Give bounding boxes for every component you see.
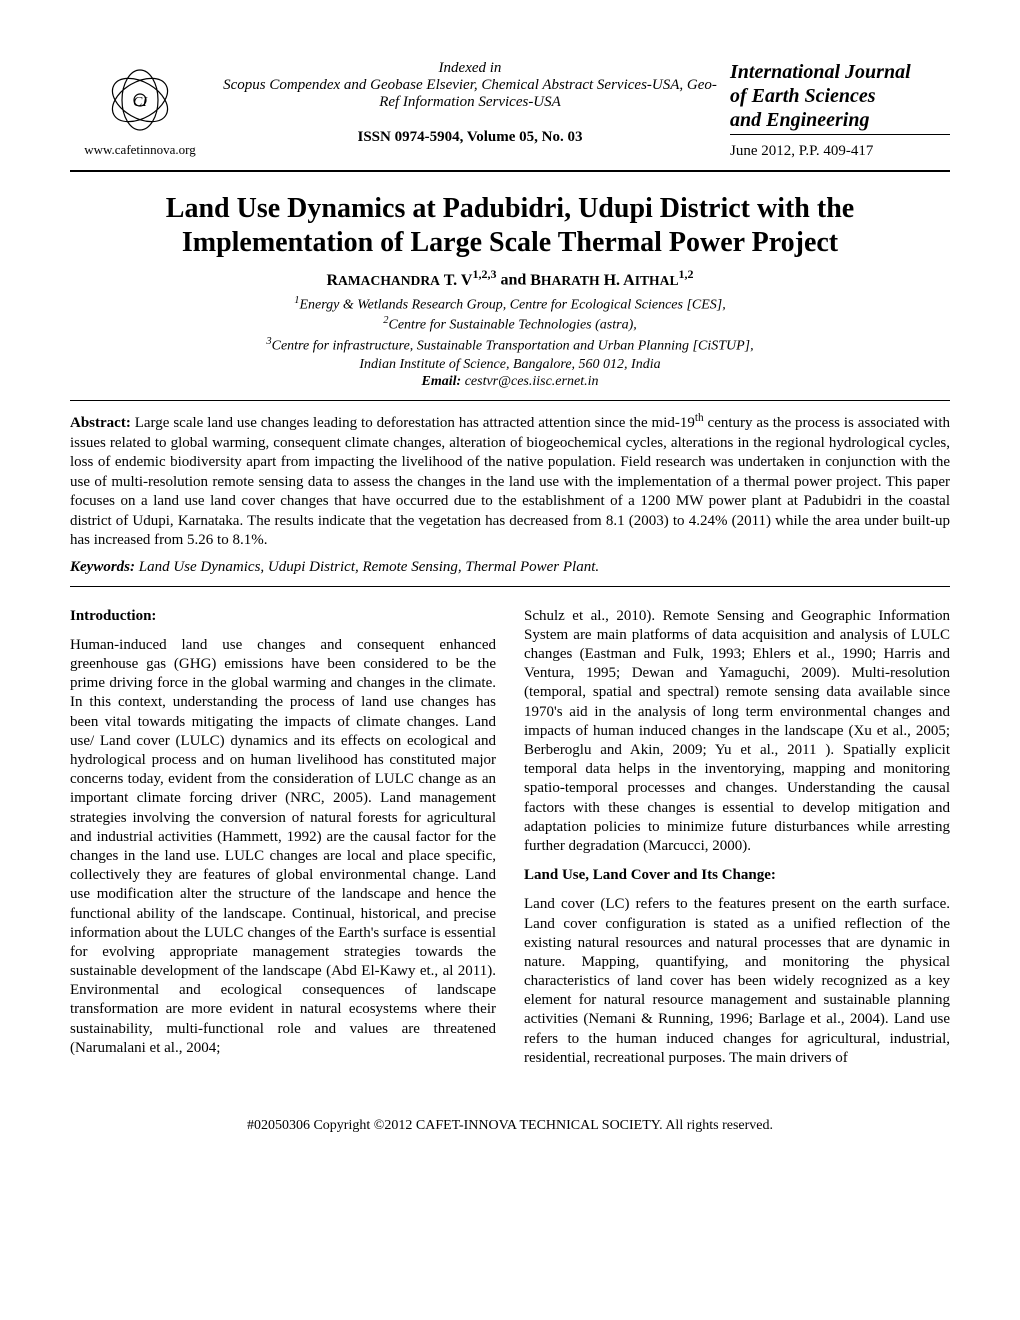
article-title: Land Use Dynamics at Padubidri, Udupi Di…	[70, 192, 950, 259]
col2-paragraph-2: Land cover (LC) refers to the features p…	[524, 895, 950, 1068]
abstract-label: Abstract:	[70, 415, 131, 431]
issue-date: June 2012, P.P. 409-417	[730, 143, 950, 160]
article-authors: RAMACHANDRA T. V1,2,3 and BHARATH H. AIT…	[70, 267, 950, 289]
header-center: Indexed in Scopus Compendex and Geobase …	[210, 60, 730, 146]
affiliation-2-text: Centre for Sustainable Technologies (ast…	[389, 318, 637, 333]
journal-name-line1: International Journal	[730, 60, 950, 84]
top-rule	[70, 170, 950, 172]
affiliation-3: 3Centre for infrastructure, Sustainable …	[70, 335, 950, 356]
page-footer: #02050306 Copyright ©2012 CAFET-INNOVA T…	[70, 1118, 950, 1134]
journal-logo: CI	[95, 60, 185, 140]
svg-text:CI: CI	[133, 95, 148, 110]
issn-line: ISSN 0974-5904, Volume 05, No. 03	[220, 129, 720, 146]
col2-paragraph-1: Schulz et al., 2010). Remote Sensing and…	[524, 607, 950, 856]
keywords-block: Keywords: Land Use Dynamics, Udupi Distr…	[70, 559, 950, 576]
land-use-heading: Land Use, Land Cover and Its Change:	[524, 866, 950, 885]
affiliation-4: Indian Institute of Science, Bangalore, …	[70, 356, 950, 374]
indexed-text: Scopus Compendex and Geobase Elsevier, C…	[220, 77, 720, 111]
introduction-heading: Introduction:	[70, 607, 496, 626]
header-left: CI www.cafetinnova.org	[70, 60, 210, 158]
col1-paragraph-1: Human-induced land use changes and conse…	[70, 636, 496, 1058]
abstract-bottom-rule	[70, 586, 950, 587]
column-right: Schulz et al., 2010). Remote Sensing and…	[524, 607, 950, 1078]
abstract-text: Large scale land use changes leading to …	[70, 415, 950, 548]
column-left: Introduction: Human-induced land use cha…	[70, 607, 496, 1078]
email-label: Email:	[422, 374, 462, 389]
affiliation-1: 1Energy & Wetlands Research Group, Centr…	[70, 294, 950, 315]
page-header: CI www.cafetinnova.org Indexed in Scopus…	[70, 60, 950, 160]
body-columns: Introduction: Human-induced land use cha…	[70, 607, 950, 1078]
journal-name-line3: and Engineering	[730, 108, 950, 132]
affiliation-3-text: Centre for infrastructure, Sustainable T…	[272, 339, 754, 354]
abstract-block: Abstract: Large scale land use changes l…	[70, 411, 950, 551]
abstract-top-rule	[70, 400, 950, 401]
header-right: International Journal of Earth Sciences …	[730, 60, 950, 160]
indexed-label: Indexed in	[220, 60, 720, 77]
keywords-value: Land Use Dynamics, Udupi District, Remot…	[139, 559, 599, 575]
keywords-label: Keywords:	[70, 559, 135, 575]
header-divider	[730, 134, 950, 135]
website-url: www.cafetinnova.org	[84, 142, 196, 158]
journal-name-line2: of Earth Sciences	[730, 84, 950, 108]
keywords-text: Land Use Dynamics, Udupi District, Remot…	[139, 559, 599, 575]
affiliation-1-text: Energy & Wetlands Research Group, Centre…	[299, 297, 725, 312]
email-line: Email: cestvr@ces.iisc.ernet.in	[70, 374, 950, 390]
affiliation-2: 2Centre for Sustainable Technologies (as…	[70, 314, 950, 335]
email-value: cestvr@ces.iisc.ernet.in	[465, 374, 599, 389]
